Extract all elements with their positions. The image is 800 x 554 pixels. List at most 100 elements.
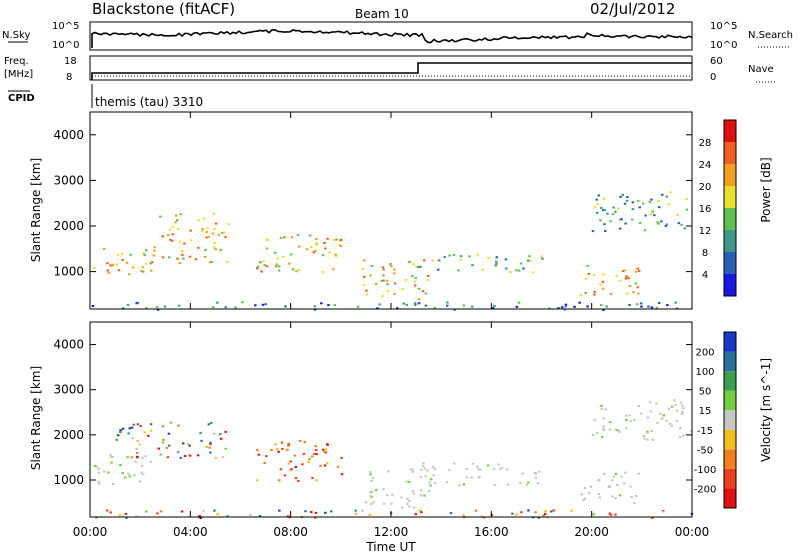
echo-cell: [612, 206, 615, 209]
echo-cell: [534, 511, 537, 514]
echo-cell: [515, 513, 518, 516]
echo-cell: [633, 502, 636, 504]
echo-cell: [382, 274, 385, 277]
echo-cell: [522, 267, 525, 270]
echo-cell: [593, 206, 597, 209]
echo-cell: [533, 471, 537, 474]
echo-cell: [519, 481, 522, 484]
echo-cell: [290, 253, 293, 256]
echo-cell: [314, 249, 317, 252]
echo-cell: [606, 212, 609, 215]
echo-cell: [431, 259, 435, 262]
echo-cell: [128, 475, 132, 478]
echo-cell: [637, 405, 641, 407]
echo-cell: [258, 515, 262, 517]
echo-cell: [278, 265, 281, 268]
echo-cell: [422, 462, 425, 465]
echo-cell: [462, 483, 466, 486]
echo-cell: [387, 470, 390, 473]
echo-cell: [216, 513, 219, 516]
echo-cell: [161, 425, 165, 428]
echo-cell: [670, 424, 673, 427]
echo-cell: [149, 262, 152, 265]
echo-cell: [543, 512, 547, 515]
echo-cell: [666, 304, 669, 307]
echo-cell: [595, 431, 599, 434]
echo-cell: [206, 227, 209, 230]
echo-cell: [641, 202, 645, 205]
echo-cell: [161, 235, 165, 238]
echo-cell: [313, 305, 317, 308]
echo-cell: [110, 461, 113, 464]
echo-cell: [625, 414, 628, 417]
echo-cell: [354, 513, 358, 515]
echo-cell: [305, 248, 309, 251]
echo-cell: [314, 511, 318, 514]
echo-cell: [319, 464, 322, 467]
echo-cell: [600, 207, 603, 209]
echo-cell: [145, 249, 148, 252]
echo-cell: [526, 259, 530, 262]
echo-cell: [603, 230, 607, 232]
echo-cell: [453, 462, 456, 465]
echo-cell: [407, 480, 411, 483]
echo-cell: [609, 220, 612, 223]
echo-cell: [601, 280, 605, 283]
echo-cell: [404, 278, 408, 281]
colorbar-tick-label: 8: [702, 248, 708, 259]
echo-cell: [119, 428, 123, 431]
echo-cell: [603, 429, 606, 432]
echo-cell: [386, 289, 389, 292]
echo-cell: [639, 412, 643, 415]
echo-cell: [369, 491, 373, 494]
echo-cell: [449, 512, 453, 515]
echo-cell: [493, 304, 496, 307]
nave-label: Nave: [748, 64, 774, 75]
echo-cell: [134, 460, 137, 463]
echo-cell: [429, 484, 432, 487]
echo-cell: [651, 516, 654, 519]
echo-cell: [117, 269, 121, 272]
colorbar-tick-label: -200: [694, 484, 717, 495]
echo-cell: [296, 234, 300, 236]
echo-cell: [150, 269, 153, 272]
echo-cell: [220, 231, 224, 234]
echo-cell: [103, 470, 106, 473]
echo-cell: [411, 470, 415, 473]
echo-cell: [136, 439, 139, 442]
echo-cell: [174, 221, 177, 224]
echo-cell: [327, 304, 330, 307]
echo-cell: [147, 434, 150, 437]
echo-cell: [297, 479, 300, 482]
velocity-heatmap: [93, 399, 694, 519]
echo-cell: [197, 246, 200, 249]
echo-cell: [443, 255, 446, 258]
echo-cell: [281, 447, 284, 450]
echo-cell: [646, 432, 649, 434]
echo-cell: [145, 307, 148, 310]
echo-cell: [141, 473, 145, 476]
echo-cell: [595, 198, 598, 201]
echo-cell: [609, 513, 613, 516]
echo-cell: [295, 270, 298, 273]
nsky-label: N.Sky: [2, 30, 30, 41]
echo-cell: [126, 456, 129, 459]
echo-cell: [614, 210, 617, 213]
echo-cell: [259, 261, 262, 264]
echo-cell: [363, 275, 366, 278]
echo-cell: [177, 424, 180, 427]
echo-cell: [624, 277, 628, 280]
echo-cell: [361, 509, 364, 512]
echo-cell: [667, 203, 671, 206]
echo-cell: [180, 510, 184, 513]
freq-tick-lo: 8: [66, 72, 72, 83]
echo-cell: [515, 305, 519, 308]
echo-cell: [525, 483, 529, 486]
echo-cell: [234, 306, 237, 309]
echo-cell: [208, 261, 212, 264]
echo-cell: [255, 267, 259, 270]
echo-cell: [414, 304, 417, 306]
echo-cell: [495, 256, 498, 259]
echo-cell: [161, 441, 165, 444]
echo-cell: [115, 438, 118, 441]
